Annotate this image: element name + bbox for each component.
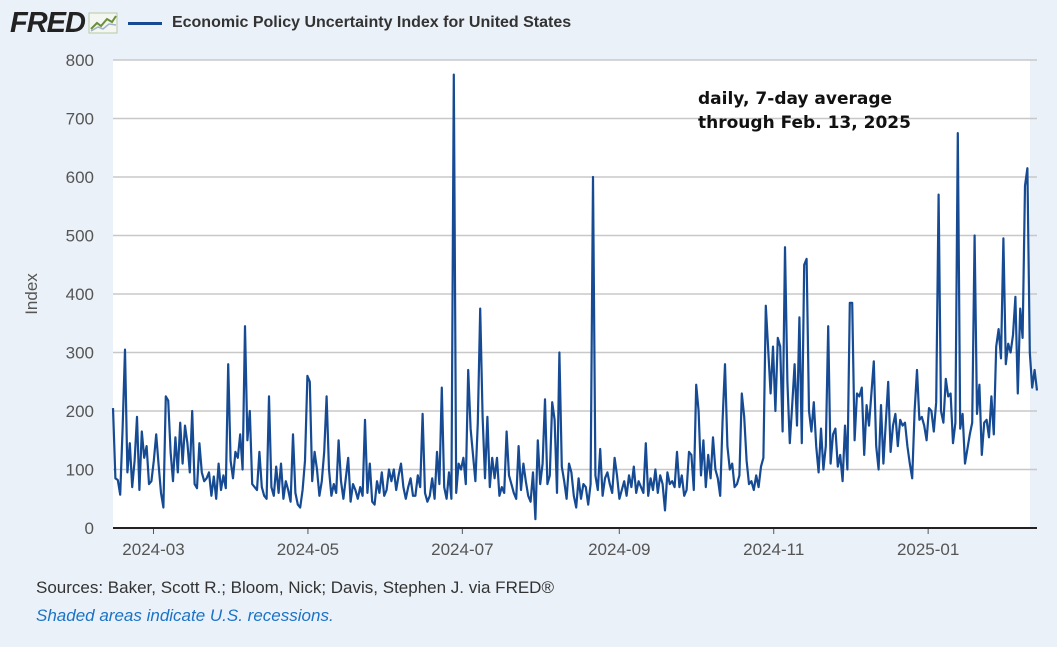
x-tick-label: 2024-03 [122, 540, 184, 559]
x-tick-label: 2025-01 [897, 540, 959, 559]
fred-logo[interactable]: FRED [10, 7, 118, 40]
x-axis-ticks: 2024-03 2024-05 2024-07 2024-09 2024-11 2025-… [122, 528, 959, 559]
y-tick-label: 100 [66, 461, 94, 480]
legend-label: Economic Policy Uncertainty Index for Un… [171, 14, 572, 31]
y-tick-label: 700 [66, 110, 94, 129]
y-tick-label: 300 [66, 344, 94, 363]
y-axis-title: Index [22, 273, 41, 315]
y-tick-label: 200 [66, 402, 94, 421]
y-tick-label: 800 [66, 51, 94, 70]
series-line [111, 73, 1039, 521]
annotation-line-2: through Feb. 13, 2025 [698, 113, 911, 133]
chart-footer: Sources: Baker, Scott R.; Bloom, Nick; D… [36, 578, 554, 626]
x-tick-label: 2024-07 [431, 540, 493, 559]
y-axis-ticks: 0 100 200 300 400 500 600 700 800 [66, 51, 94, 538]
fred-logo-graph-icon [88, 12, 118, 34]
sources-text: Sources: Baker, Scott R.; Bloom, Nick; D… [36, 578, 554, 597]
chart-annotation: daily, 7-day average through Feb. 13, 20… [698, 87, 911, 135]
y-tick-label: 600 [66, 168, 94, 187]
recession-note: Shaded areas indicate U.S. recessions. [36, 606, 334, 625]
series-layer [111, 73, 1039, 521]
chart-header: FRED Economic Policy Uncertainty Index f… [10, 6, 571, 40]
fred-logo-text: FRED [10, 6, 86, 39]
x-tick-label: 2024-05 [277, 540, 339, 559]
x-tick-label: 2024-09 [588, 540, 650, 559]
x-tick-label: 2024-11 [743, 540, 804, 559]
y-tick-label: 500 [66, 227, 94, 246]
annotation-line-1: daily, 7-day average [698, 89, 893, 109]
legend-swatch [127, 21, 162, 25]
y-tick-label: 400 [66, 285, 94, 304]
chart-legend: Economic Policy Uncertainty Index for Un… [127, 14, 572, 32]
y-tick-label: 0 [85, 519, 94, 538]
